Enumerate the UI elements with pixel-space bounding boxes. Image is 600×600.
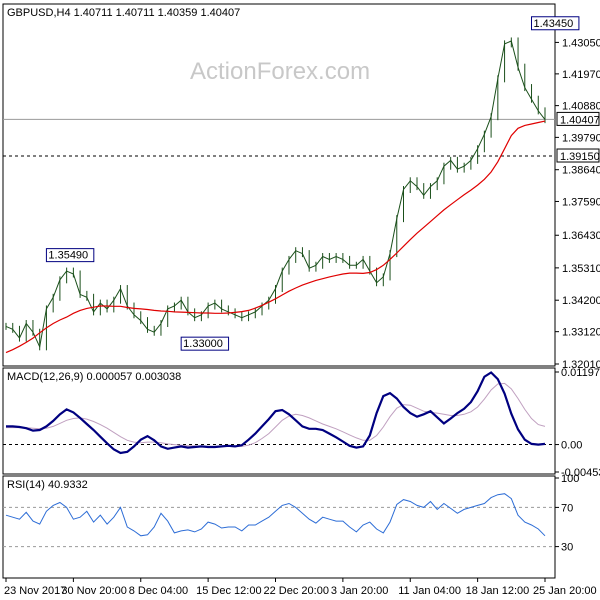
macd-line: [6, 371, 546, 455]
price-annotation-label: 1.43450: [534, 18, 574, 30]
current-price-box: [556, 111, 600, 126]
rsi-panel-frame: [2, 475, 556, 579]
x-tick-label: 3 Jan 20:00: [331, 585, 389, 597]
main-y-axis: 1.43050 1.41970 1.40880 1.39790 1.38640 1.375…: [555, 37, 600, 371]
rsi-layer: 100 70 30: [3, 473, 579, 554]
y-tick-label: 1.36430: [562, 230, 600, 242]
price-annotation-label: 1.33000: [183, 338, 223, 350]
price-annotation-box: [531, 16, 580, 31]
rsi-y-tick-label: 70: [561, 502, 573, 514]
current-price-label: 1.40407: [560, 114, 600, 126]
x-tick-label: 23 Nov 2017: [4, 585, 66, 597]
main-annotations-layer: 1.43450 1.35490 1.33000: [45, 16, 580, 351]
y-tick-label: 1.38640: [562, 165, 600, 177]
y-tick-label: 1.37590: [562, 196, 600, 208]
watermark: ActionForex.com: [190, 58, 370, 85]
macd-panel-frame: [2, 367, 556, 475]
price-annotation-box: [180, 336, 230, 351]
moving-average-line: [5, 120, 546, 354]
main-panel-frame: [2, 3, 556, 367]
y-tick-label: 1.43050: [562, 37, 600, 49]
price-line: [5, 40, 546, 349]
macd-signal-line: [6, 382, 546, 447]
x-tick-label: 8 Dec 04:00: [129, 585, 188, 597]
x-tick-label: 11 Jan 04:00: [398, 585, 461, 597]
x-tick-label: 18 Jan 12:00: [466, 585, 530, 597]
y-tick-label: 1.32010: [562, 359, 600, 371]
macd-layer: 0.011977 0.00 -0.004531: [3, 367, 600, 479]
rsi-line: [5, 493, 546, 537]
main-title: GBPUSD,H4 1.40711 1.40711 1.40359 1.4040…: [7, 7, 240, 19]
price-annotation-label: 1.35490: [48, 250, 88, 262]
rsi-y-tick-label: 30: [561, 542, 573, 554]
macd-y-tick-label: 0.011977: [561, 367, 600, 379]
main-levels-layer: [3, 118, 555, 157]
x-tick-label: 25 Jan 20:00: [533, 585, 597, 597]
y-tick-label: 1.41970: [562, 69, 600, 81]
macd-title: MACD(12,26,9) 0.000057 0.003038: [7, 371, 181, 383]
main-series-layer: [5, 37, 546, 354]
macd-y-tick-label: 0.00: [561, 440, 582, 452]
level-box: [556, 148, 600, 163]
macd-y-tick-label: -0.004531: [561, 467, 600, 479]
y-tick-label: 1.40880: [562, 101, 600, 113]
y-tick-label: 1.39790: [562, 132, 600, 144]
price-annotation-box: [45, 248, 95, 263]
level-label: 1.39150: [560, 151, 600, 163]
rsi-y-tick-label: 100: [561, 473, 579, 485]
y-tick-label: 1.33120: [562, 327, 600, 339]
x-tick-label: 22 Dec 20:00: [264, 585, 329, 597]
y-tick-label: 1.34200: [562, 295, 600, 307]
x-tick-label: 30 Nov 20:00: [61, 585, 126, 597]
rsi-title: RSI(14) 40.9332: [7, 479, 88, 491]
x-tick-label: 15 Dec 12:00: [196, 585, 261, 597]
y-tick-label: 1.35310: [562, 263, 600, 275]
